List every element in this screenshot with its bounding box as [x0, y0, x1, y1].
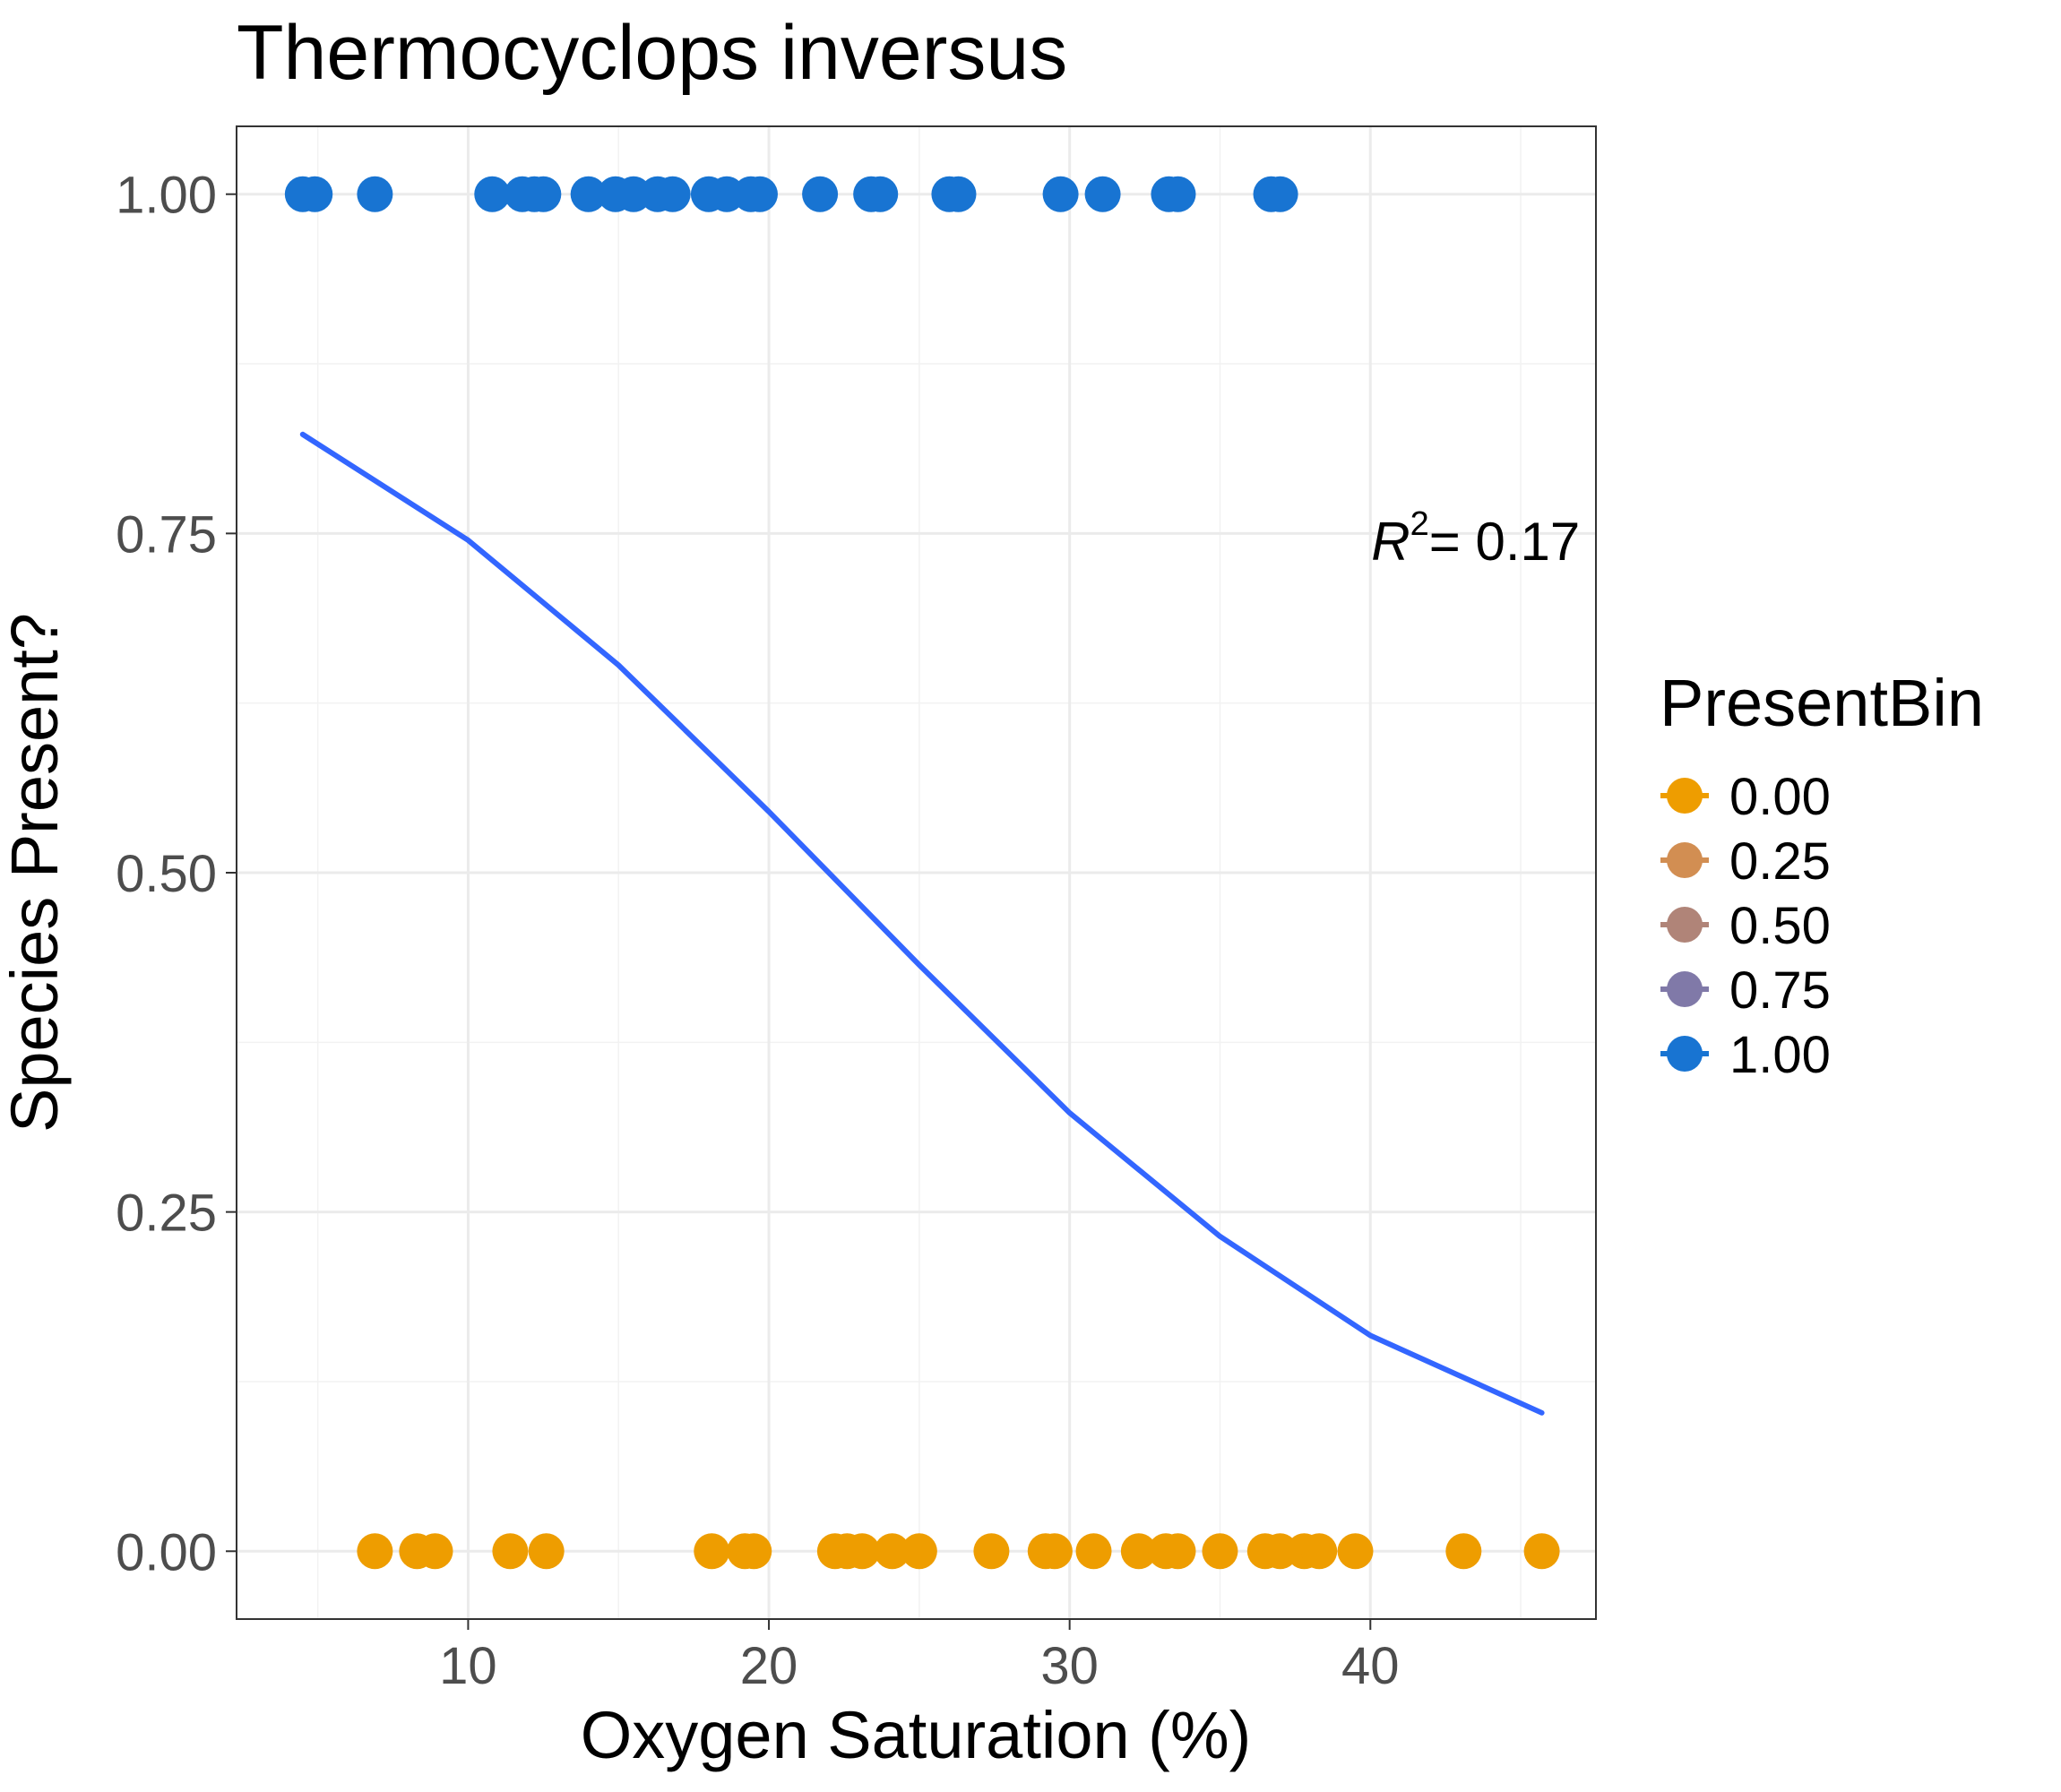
data-point — [492, 1533, 529, 1570]
data-point — [901, 1533, 937, 1570]
data-point — [736, 1533, 772, 1570]
data-point — [1120, 1533, 1157, 1570]
x-tick-label: 10 — [439, 1637, 497, 1695]
data-point — [874, 1533, 910, 1570]
data-point — [1042, 176, 1079, 212]
data-point — [1202, 1533, 1238, 1570]
data-point — [1160, 176, 1196, 212]
data-point — [1262, 176, 1298, 212]
y-tick-label: 0.50 — [116, 845, 217, 903]
r2-annotation: R2= 0.17 — [1371, 505, 1580, 572]
legend-key-point — [1667, 971, 1703, 1007]
legend: 0.00 0.25 0.50 0.75 1.00 — [1660, 768, 1831, 1084]
legend-label: 0.75 — [1729, 961, 1831, 1020]
y-axis-ticks: 0.00 0.25 0.50 0.75 1.00 — [116, 167, 237, 1581]
x-axis-ticks: 10 20 30 40 — [439, 1619, 1400, 1695]
y-axis-label: Species Present? — [0, 613, 72, 1133]
data-point — [474, 176, 511, 212]
y-tick-label: 0.00 — [116, 1523, 217, 1581]
y-tick-label: 0.75 — [116, 505, 217, 564]
x-tick-label: 30 — [1040, 1637, 1099, 1695]
data-point — [802, 176, 839, 212]
legend-label: 0.00 — [1729, 768, 1831, 826]
data-point — [1075, 1533, 1112, 1570]
data-point — [1160, 1533, 1196, 1570]
data-point — [1036, 1533, 1073, 1570]
y-tick-label: 0.25 — [116, 1185, 217, 1243]
data-point — [297, 176, 333, 212]
legend-label: 0.50 — [1729, 897, 1831, 955]
x-axis-label: Oxygen Saturation (%) — [581, 1698, 1252, 1772]
data-point — [528, 1533, 565, 1570]
data-point — [1337, 1533, 1374, 1570]
chart-title: Thermocyclops inversus — [237, 10, 1067, 96]
legend-key-point — [1667, 842, 1703, 878]
data-point — [525, 176, 562, 212]
legend-key-point — [1667, 778, 1703, 814]
data-point — [1301, 1533, 1338, 1570]
data-point — [654, 176, 691, 212]
x-tick-label: 20 — [740, 1637, 798, 1695]
legend-key-point — [1667, 907, 1703, 943]
data-point — [694, 1533, 730, 1570]
data-point — [357, 176, 393, 212]
legend-key-point — [1667, 1036, 1703, 1072]
legend-label: 1.00 — [1729, 1026, 1831, 1084]
data-point — [1445, 1533, 1482, 1570]
r2-symbol: R — [1371, 512, 1410, 572]
r2-value: = 0.17 — [1429, 512, 1581, 572]
data-point — [1084, 176, 1121, 212]
data-point — [844, 1533, 881, 1570]
legend-item: 0.00 — [1660, 768, 1831, 826]
data-point — [741, 176, 778, 212]
x-tick-label: 40 — [1341, 1637, 1400, 1695]
data-point — [973, 1533, 1010, 1570]
y-tick-label: 1.00 — [116, 167, 217, 225]
legend-item: 0.25 — [1660, 832, 1831, 891]
fit-curve — [299, 431, 1545, 1416]
data-point — [357, 1533, 393, 1570]
data-point — [570, 176, 607, 212]
legend-item: 1.00 — [1660, 1026, 1831, 1084]
data-point — [417, 1533, 453, 1570]
r2-superscript: 2 — [1410, 505, 1429, 543]
legend-item: 0.75 — [1660, 961, 1831, 1020]
legend-title: PresentBin — [1660, 666, 1984, 740]
points-layer — [284, 176, 1560, 1570]
fit-layer — [299, 431, 1545, 1416]
data-point — [862, 176, 899, 212]
legend-label: 0.25 — [1729, 832, 1831, 891]
data-point — [1523, 1533, 1560, 1570]
data-point — [940, 176, 977, 212]
legend-item: 0.50 — [1660, 897, 1831, 955]
